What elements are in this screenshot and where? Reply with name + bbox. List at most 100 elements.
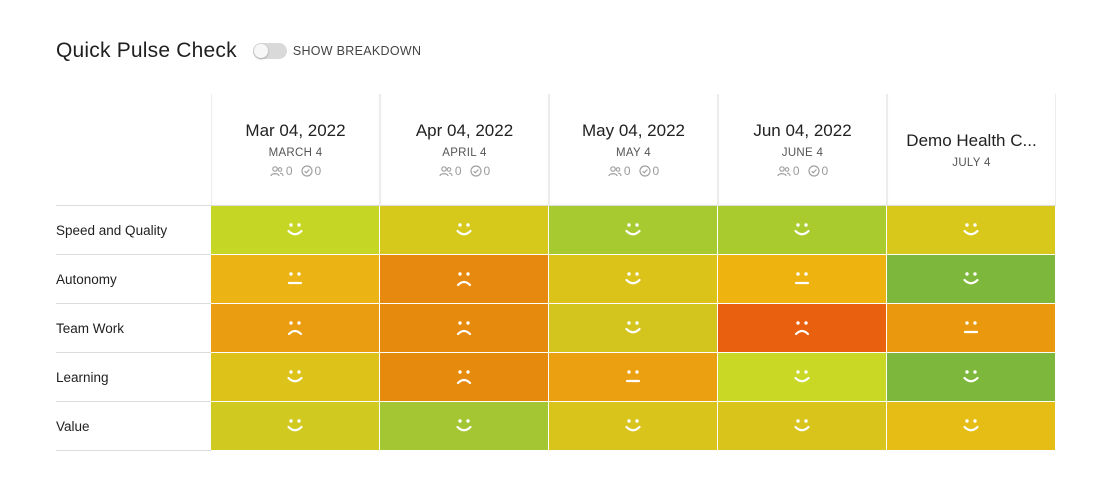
pulse-cell[interactable] — [211, 255, 380, 304]
participants-stat: 0 — [777, 164, 800, 178]
pulse-cell[interactable] — [549, 304, 718, 353]
sad-face-icon — [792, 319, 812, 337]
responses-count: 0 — [821, 164, 829, 178]
check-circle-icon — [807, 165, 820, 177]
happy-face-icon — [285, 221, 305, 239]
pulse-cell[interactable] — [380, 402, 549, 451]
sad-face-icon — [454, 319, 474, 337]
neutral-face-icon — [792, 270, 812, 288]
participants-count: 0 — [285, 164, 293, 178]
column-subtitle: MARCH 4 — [268, 147, 323, 159]
column-date: Mar 04, 2022 — [245, 121, 346, 140]
happy-face-icon — [623, 417, 643, 435]
pulse-cell[interactable] — [549, 255, 718, 304]
happy-face-icon — [792, 221, 812, 239]
happy-face-icon — [623, 221, 643, 239]
column-subtitle: APRIL 4 — [442, 147, 487, 159]
participants-stat: 0 — [608, 164, 631, 178]
pulse-cell[interactable] — [211, 206, 380, 255]
happy-face-icon — [285, 368, 305, 386]
happy-face-icon — [454, 417, 474, 435]
column-date: Jun 04, 2022 — [753, 121, 852, 140]
participants-stat: 0 — [439, 164, 462, 178]
pulse-cell[interactable] — [549, 402, 718, 451]
pulse-cell[interactable] — [887, 304, 1056, 353]
responses-stat: 0 — [469, 164, 491, 178]
pulse-cell[interactable] — [211, 304, 380, 353]
pulse-cell[interactable] — [887, 255, 1056, 304]
row-label: Value — [56, 402, 211, 451]
show-breakdown-label[interactable]: SHOW BREAKDOWN — [292, 44, 422, 58]
people-icon — [608, 165, 622, 177]
people-icon — [777, 165, 791, 177]
row-label: Autonomy — [56, 255, 211, 304]
pulse-cell[interactable] — [887, 353, 1056, 402]
pulse-cell[interactable] — [380, 304, 549, 353]
responses-stat: 0 — [300, 164, 322, 178]
pulse-cell[interactable] — [718, 402, 887, 451]
happy-face-icon — [961, 270, 981, 288]
grid-corner — [56, 94, 211, 206]
happy-face-icon — [623, 270, 643, 288]
sad-face-icon — [285, 319, 305, 337]
column-date: Demo Health C... — [906, 130, 1037, 150]
pulse-cell[interactable] — [549, 206, 718, 255]
neutral-face-icon — [623, 368, 643, 386]
responses-stat: 0 — [807, 164, 829, 178]
happy-face-icon — [454, 221, 474, 239]
show-breakdown-toggle[interactable] — [252, 43, 287, 59]
responses-count: 0 — [314, 164, 322, 178]
row-label: Learning — [56, 353, 211, 402]
pulse-cell[interactable] — [380, 206, 549, 255]
column-subtitle: JUNE 4 — [781, 147, 824, 159]
page-title: Quick Pulse Check — [56, 39, 237, 62]
pulse-grid: Mar 04, 2022 MARCH 4 0 0 Apr 04, 2022 APRIL 4… — [56, 94, 1056, 451]
check-circle-icon — [638, 165, 651, 177]
pulse-cell[interactable] — [887, 402, 1056, 451]
people-icon — [439, 165, 453, 177]
pulse-cell[interactable] — [380, 353, 549, 402]
pulse-cell[interactable] — [718, 255, 887, 304]
column-header[interactable]: Demo Health C... JULY 4 — [887, 94, 1056, 206]
pulse-cell[interactable] — [211, 402, 380, 451]
participants-stat: 0 — [270, 164, 293, 178]
pulse-cell[interactable] — [211, 353, 380, 402]
happy-face-icon — [792, 417, 812, 435]
responses-stat: 0 — [638, 164, 660, 178]
pulse-cell[interactable] — [718, 304, 887, 353]
participants-count: 0 — [454, 164, 462, 178]
responses-count: 0 — [652, 164, 660, 178]
pulse-cell[interactable] — [718, 206, 887, 255]
header: Quick Pulse Check SHOW BREAKDOWN — [56, 36, 421, 66]
column-subtitle: JULY 4 — [952, 156, 991, 169]
participants-count: 0 — [792, 164, 800, 178]
pulse-cell[interactable] — [549, 353, 718, 402]
pulse-cell[interactable] — [718, 353, 887, 402]
check-circle-icon — [469, 165, 482, 177]
participants-count: 0 — [623, 164, 631, 178]
pulse-cell[interactable] — [887, 206, 1056, 255]
toggle-knob[interactable] — [253, 44, 268, 58]
column-date: Apr 04, 2022 — [415, 121, 514, 140]
happy-face-icon — [623, 319, 643, 337]
happy-face-icon — [961, 221, 981, 239]
happy-face-icon — [961, 368, 981, 386]
row-label: Speed and Quality — [56, 206, 211, 255]
sad-face-icon — [454, 368, 474, 386]
row-label: Team Work — [56, 304, 211, 353]
neutral-face-icon — [961, 319, 981, 337]
column-date: May 04, 2022 — [581, 121, 685, 140]
people-icon — [270, 165, 284, 177]
responses-count: 0 — [483, 164, 491, 178]
happy-face-icon — [285, 417, 305, 435]
pulse-cell[interactable] — [380, 255, 549, 304]
